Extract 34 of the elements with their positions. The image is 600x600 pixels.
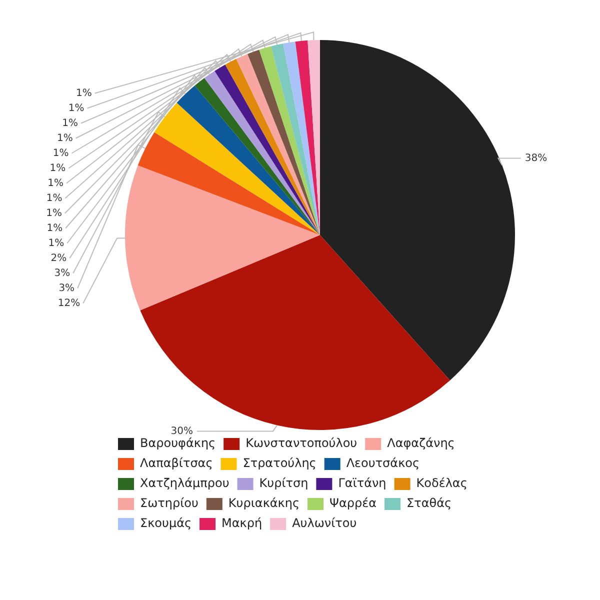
data-label: 1% xyxy=(46,192,62,204)
legend-label: Κυρίτση xyxy=(259,476,308,490)
data-label: 1% xyxy=(46,208,62,219)
data-label: 1% xyxy=(76,88,92,99)
data-label: 1% xyxy=(68,102,84,114)
data-label: 38% xyxy=(524,152,548,164)
legend-label: Μακρή xyxy=(222,516,262,530)
legend-label: Χατζηλάμπρου xyxy=(140,476,230,490)
legend-label: Σκουμάς xyxy=(140,516,192,530)
legend-label: Λαφαζάνης xyxy=(387,436,455,450)
data-label: 1% xyxy=(50,162,66,174)
data-label: 1% xyxy=(48,178,64,189)
legend-label: Λαπαβίτσας xyxy=(140,456,213,470)
data-label: 1% xyxy=(56,132,73,144)
legend-label: Λεουτσάκος xyxy=(346,456,420,470)
legend-label: Κυριακάκης xyxy=(228,496,300,510)
legend-label: Σωτηρίου xyxy=(140,496,198,510)
legend-label: Κωνσταντοπούλου xyxy=(246,436,358,450)
legend-label: Σταθάς xyxy=(406,496,452,510)
data-label: 3% xyxy=(54,268,70,279)
data-label: 1% xyxy=(48,238,64,249)
data-label: 1% xyxy=(46,222,63,234)
data-label: 3% xyxy=(58,282,75,294)
data-label: 1% xyxy=(52,148,69,159)
legend-label: Στρατούλης xyxy=(242,456,316,470)
data-label: 1% xyxy=(62,118,78,129)
legend-label: Αυλωνίτου xyxy=(292,516,357,530)
legend-label: Βαρουφάκης xyxy=(140,436,216,450)
legend-label: Ψαρρέα xyxy=(330,496,377,510)
legend-label: Γαϊτάνη xyxy=(338,476,386,490)
legend-label: Κοδέλας xyxy=(416,476,468,490)
data-label: 30% xyxy=(170,426,194,437)
data-label: 12% xyxy=(58,298,80,309)
data-label: 2% xyxy=(50,252,67,264)
